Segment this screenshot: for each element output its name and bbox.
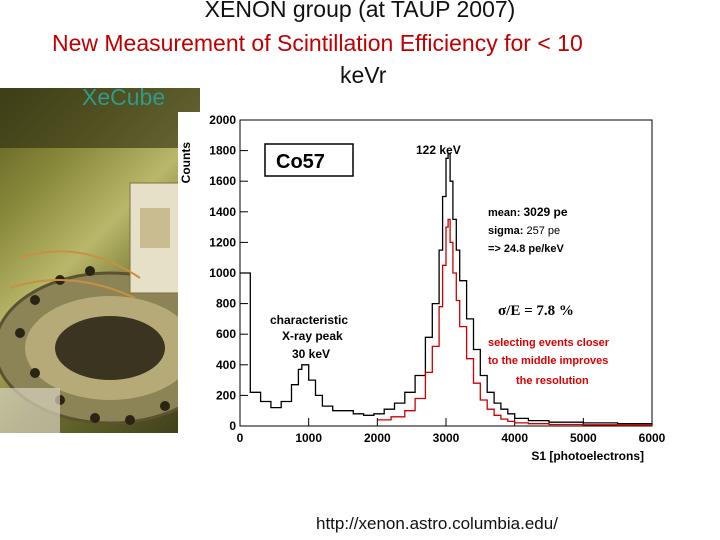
xray-annotation-line1: characteristic	[270, 313, 348, 327]
slide-title-line1: XENON group (at TAUP 2007)	[204, 0, 516, 22]
x-axis-label: S1 [photoelectrons]	[531, 449, 644, 463]
y-tick-label: 1400	[209, 205, 236, 219]
selection-note-line1: selecting events closer	[488, 337, 610, 349]
xray-annotation-line3: 30 keV	[292, 347, 330, 361]
y-tick-label: 1200	[209, 235, 236, 249]
s1-spectrum-chart: 0 200 400 600 800 1000 1200 1400 1600 1800 2000 0 1…	[178, 112, 678, 472]
x-tick-label: 6000	[639, 431, 666, 445]
y-tick-label: 800	[216, 297, 236, 311]
x-tick-label: 1000	[295, 431, 322, 445]
slide-title-line3: keVr	[340, 62, 387, 88]
series-all-events	[240, 153, 653, 425]
resolution-annotation: σ/E = 7.8 %	[498, 303, 574, 319]
x-tick-label: 0	[237, 431, 244, 445]
source-label: Co57	[276, 151, 325, 173]
y-tick-label: 1600	[209, 174, 236, 188]
xecube-photo	[0, 88, 200, 433]
y-tick-label: 400	[216, 358, 236, 372]
mean-annotation: mean: 3029 pe	[488, 205, 568, 219]
x-tick-label: 5000	[570, 431, 597, 445]
source-box	[264, 143, 354, 177]
y-tick-label: 2000	[209, 113, 236, 127]
peak-label: 122 keV	[416, 143, 461, 157]
y-tick-label: 1800	[209, 144, 236, 158]
xecube-label: XeCube	[82, 84, 166, 110]
xray-annotation-line2: X-ray peak	[282, 329, 343, 343]
y-tick-label: 600	[216, 327, 236, 341]
x-tick-label: 3000	[433, 431, 460, 445]
y-axis-label: Counts	[179, 142, 193, 184]
slide-title-line2: New Measurement of Scintillation Efficie…	[52, 30, 583, 56]
x-tick-label: 4000	[501, 431, 528, 445]
y-tick-label: 1000	[209, 266, 236, 280]
x-tick-label: 2000	[364, 431, 391, 445]
sigma-annotation: sigma: 257 pe	[488, 225, 560, 237]
selection-note-line3: the resolution	[516, 375, 589, 387]
series-selected-events	[377, 218, 653, 426]
y-tick-label: 0	[229, 419, 236, 433]
conversion-annotation: => 24.8 pe/keV	[488, 243, 564, 255]
y-tick-label: 200	[216, 388, 236, 402]
footer-url[interactable]: http://xenon.astro.columbia.edu/	[316, 514, 558, 533]
selection-note-line2: to the middle improves	[488, 355, 608, 367]
